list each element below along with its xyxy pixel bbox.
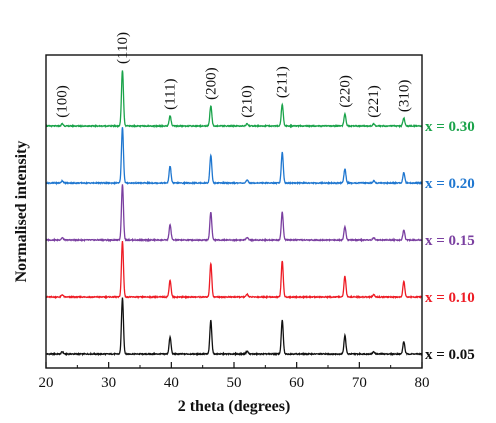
peak-label-100: (100) bbox=[55, 85, 71, 118]
peak-label-220: (220) bbox=[337, 75, 353, 108]
plot-area bbox=[45, 70, 423, 357]
x-tick-label-60: 60 bbox=[289, 375, 304, 391]
y-axis-title: Normalised intensity bbox=[13, 141, 30, 283]
peak-label-110: (110) bbox=[115, 32, 131, 64]
peak-label-200: (200) bbox=[203, 67, 219, 100]
peak-label-211: (211) bbox=[275, 66, 291, 98]
series-label-005: x = 0.05 bbox=[425, 347, 475, 363]
x-axis-title: 2 theta (degrees) bbox=[178, 398, 291, 415]
series-line-030 bbox=[45, 70, 423, 129]
series-label-030: x = 0.30 bbox=[425, 119, 475, 135]
labels: 20 30 40 50 60 70 80 (100) (110) (111) (200) (210) (… bbox=[39, 32, 475, 391]
x-tick-label-40: 40 bbox=[164, 375, 179, 391]
axes bbox=[45, 54, 423, 369]
x-tick-label-80: 80 bbox=[415, 375, 430, 391]
x-tick-label-70: 70 bbox=[352, 375, 367, 391]
series-line-010 bbox=[45, 240, 423, 300]
series-line-015 bbox=[45, 184, 423, 243]
series-label-020: x = 0.20 bbox=[425, 176, 475, 192]
peak-label-210: (210) bbox=[240, 85, 256, 118]
peak-label-221: (221) bbox=[366, 85, 382, 118]
series-line-020 bbox=[45, 127, 423, 186]
series-label-015: x = 0.15 bbox=[425, 233, 475, 249]
x-tick-label-20: 20 bbox=[39, 375, 54, 391]
series-label-010: x = 0.10 bbox=[425, 290, 475, 306]
peak-label-111: (111) bbox=[163, 79, 179, 110]
peak-label-310: (310) bbox=[396, 80, 412, 113]
x-tick-label-30: 30 bbox=[101, 375, 116, 391]
x-tick-label-50: 50 bbox=[227, 375, 242, 391]
series-line-005 bbox=[45, 297, 423, 357]
